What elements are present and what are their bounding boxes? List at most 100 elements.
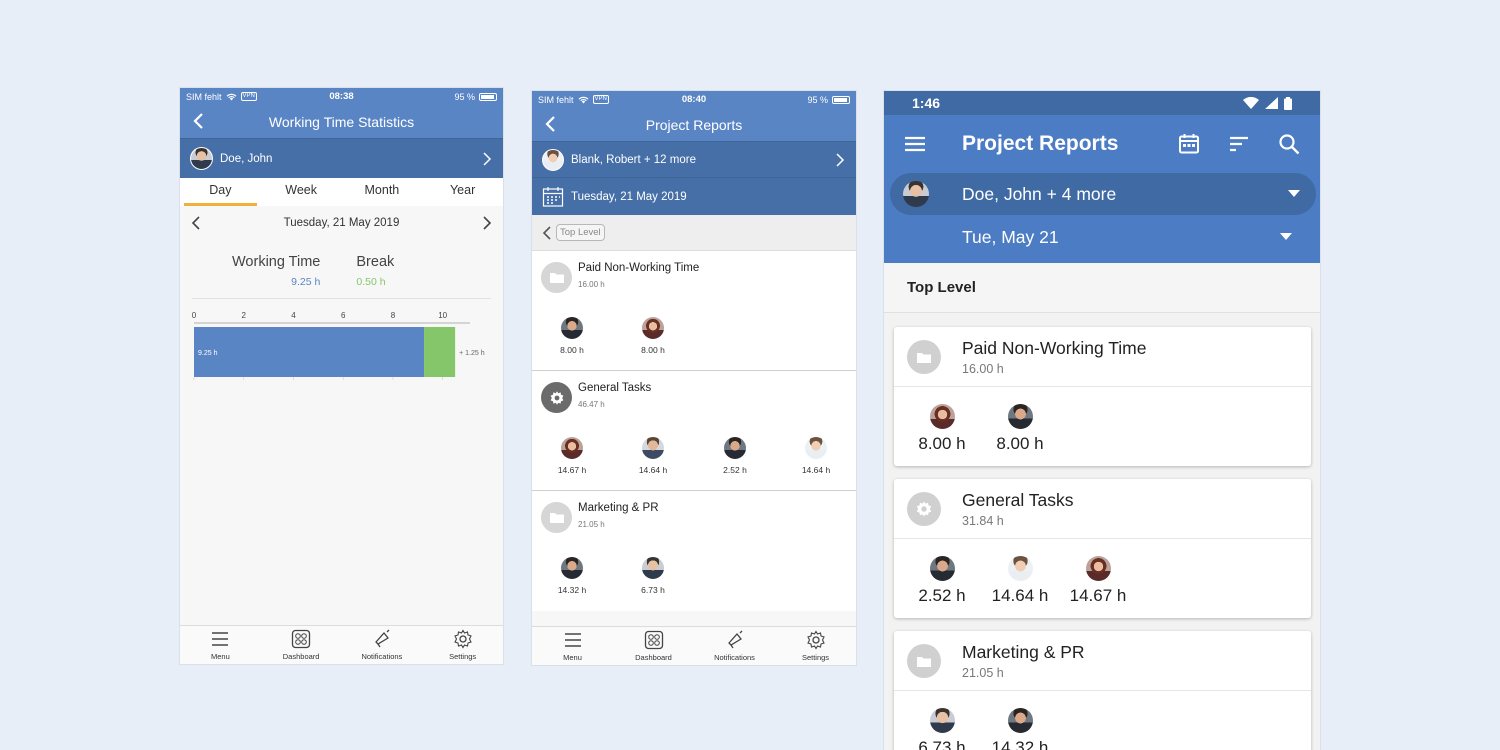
avatar	[929, 556, 955, 581]
project-hours: 21.05 h	[578, 520, 605, 529]
project-hours: 16.00 h	[578, 280, 605, 289]
person-hours: 14.64 h	[638, 465, 668, 475]
dashboard-icon	[291, 629, 311, 649]
chevron-right-icon[interactable]	[479, 215, 493, 231]
person-hours: 2.52 h	[918, 586, 966, 605]
status-bar: SIM fehlt VPN 08:40 95 %	[532, 91, 856, 108]
tab-settings-label: Settings	[801, 653, 830, 662]
phone-project-reports-ios: SIM fehlt VPN 08:40 95 % Project Reports…	[532, 91, 856, 665]
tab-month[interactable]: Month	[364, 183, 400, 197]
dropdown-arrow-icon	[1288, 190, 1300, 197]
project-card-marketing-pr[interactable]: Marketing & PR 21.05 h 6.73 h 14.32 h	[894, 631, 1311, 750]
carrier-label: SIM fehlt	[538, 94, 574, 105]
project-name: General Tasks	[578, 382, 652, 394]
search-icon[interactable]	[1278, 133, 1300, 155]
tab-dashboard[interactable]: Dashboard	[261, 626, 342, 664]
avatar	[561, 317, 583, 339]
nav-bar: Project Reports	[532, 108, 856, 141]
project-hours: 31.84 h	[962, 514, 1004, 528]
project-paid-non-working-time[interactable]: Paid Non-Working Time 16.00 h 8.00 h 8.0…	[532, 251, 856, 371]
person-hours: 8.00 h	[996, 434, 1044, 453]
hamburger-menu-icon[interactable]	[904, 133, 926, 155]
person-entry: 14.32 h	[985, 708, 1055, 750]
users-dropdown[interactable]: Doe, John + 4 more	[890, 173, 1316, 215]
bottom-tab-bar: Menu Dashboard Notifications Settings	[180, 625, 503, 664]
app-toolbar: Project Reports	[884, 115, 1320, 173]
tab-menu[interactable]: Menu	[180, 626, 261, 664]
person-entry: 14.64 h	[985, 556, 1055, 606]
person-hours: 14.64 h	[801, 465, 831, 475]
person-entry: 14.32 h	[547, 557, 597, 595]
avatar	[805, 437, 827, 459]
phone-project-reports-android: 1:46 Project Reports Doe, John + 4 more	[884, 91, 1320, 750]
tab-settings[interactable]: Settings	[422, 626, 503, 664]
level-header: Top Level	[884, 263, 1320, 313]
avatar	[561, 557, 583, 579]
user-selector[interactable]: Doe, John	[180, 138, 503, 178]
tab-dashboard[interactable]: Dashboard	[613, 627, 694, 665]
person-hours: 8.00 h	[641, 345, 665, 355]
megaphone-icon	[374, 629, 390, 648]
break-value: 0.50 h	[356, 276, 386, 288]
calendar-icon	[542, 186, 564, 207]
tab-settings[interactable]: Settings	[775, 627, 856, 665]
tab-notifications[interactable]: Notifications	[694, 627, 775, 665]
folder-icon	[907, 340, 941, 374]
working-time-label: Working Time	[232, 254, 321, 270]
sort-icon[interactable]	[1228, 133, 1250, 155]
bottom-tab-bar: Menu Dashboard Notifications Settings	[532, 626, 856, 665]
person-hours: 14.67 h	[557, 465, 587, 475]
avatar	[903, 181, 929, 207]
project-people: 2.52 h 14.64 h 14.67 h	[894, 539, 1311, 618]
bar-data-label: 9.25 h	[198, 350, 218, 357]
battery-icon	[1284, 96, 1292, 110]
person-entry: 8.00 h	[547, 317, 597, 355]
status-bar: 1:46	[884, 91, 1320, 115]
back-icon[interactable]	[542, 115, 560, 133]
person-hours: 14.67 h	[1069, 586, 1127, 605]
tab-menu[interactable]: Menu	[532, 627, 613, 665]
tab-dashboard-label: Dashboard	[635, 653, 672, 662]
gear-icon	[806, 630, 825, 650]
date-dropdown[interactable]: Tue, May 21	[962, 217, 1306, 257]
users-selector[interactable]: Blank, Robert + 12 more	[532, 141, 856, 177]
back-icon[interactable]	[190, 112, 208, 130]
tab-notifications-label: Notifications	[361, 652, 403, 661]
project-general-tasks[interactable]: General Tasks 46.47 h 14.67 h 14.64 h 2.…	[532, 371, 856, 491]
period-tabs: Day Week Month Year	[180, 178, 503, 206]
project-name: Paid Non-Working Time	[578, 262, 700, 274]
top-level-button[interactable]: Top Level	[556, 224, 605, 241]
person-hours: 14.32 h	[991, 738, 1049, 750]
status-bar: SIM fehlt VPN 08:38 95 %	[180, 88, 503, 105]
chevron-left-icon[interactable]	[190, 215, 204, 231]
x-tick-label: 6	[341, 311, 346, 320]
avatar	[642, 557, 664, 579]
project-card-paid-non-working-time[interactable]: Paid Non-Working Time 16.00 h 8.00 h 8.0…	[894, 327, 1311, 466]
bar-data-label: + 1.25 h	[459, 350, 485, 357]
avatar	[1007, 556, 1033, 581]
tab-notifications[interactable]: Notifications	[342, 626, 423, 664]
working-time-value: 9.25 h	[291, 276, 321, 288]
x-tick-label: 8	[391, 311, 396, 320]
battery-icon	[479, 92, 497, 101]
megaphone-icon	[727, 630, 742, 649]
filter-panel: Doe, John + 4 more Tue, May 21	[884, 173, 1320, 263]
x-tick-label: 0	[192, 311, 197, 320]
tab-day[interactable]: Day	[180, 178, 261, 206]
avatar	[724, 437, 746, 459]
project-name: General Tasks	[962, 490, 1074, 510]
bar-segment	[424, 327, 456, 377]
project-card-general-tasks[interactable]: General Tasks 31.84 h 2.52 h 14.64 h 14.…	[894, 479, 1311, 618]
tab-week[interactable]: Week	[285, 183, 317, 197]
date-navigator: Tuesday, 21 May 2019	[180, 206, 503, 240]
calendar-icon[interactable]	[1178, 133, 1200, 155]
project-marketing-pr[interactable]: Marketing & PR 21.05 h 14.32 h 6.73 h	[532, 491, 856, 611]
menu-icon	[564, 633, 581, 647]
time-summary: Working Time 9.25 h Break 0.50 h	[180, 254, 503, 288]
chevron-left-icon[interactable]	[542, 225, 552, 241]
tab-year[interactable]: Year	[449, 183, 476, 197]
person-entry: 6.73 h	[628, 557, 678, 595]
chevron-right-icon	[836, 152, 845, 167]
date-selector[interactable]: Tuesday, 21 May 2019	[532, 177, 856, 215]
